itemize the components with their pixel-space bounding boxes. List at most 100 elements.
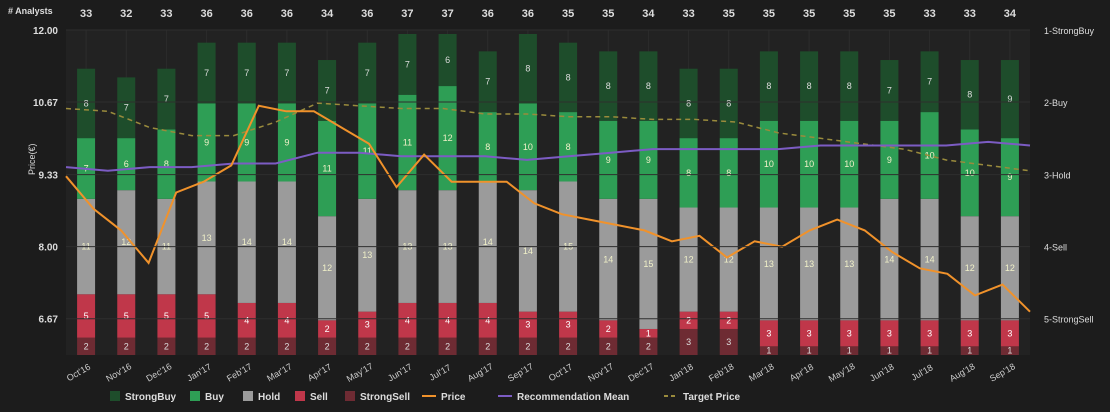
bar-segment-sell (77, 294, 96, 338)
recommendation-mean-line (65, 140, 1031, 172)
bar-segment-buy (880, 120, 899, 199)
legend-label: Hold (258, 392, 280, 403)
bar-value-label: 9 (887, 155, 892, 165)
bar-segment-strongbuy (759, 51, 778, 121)
bar-value-label: 2 (325, 341, 330, 351)
analyst-count-label: 36 (241, 8, 253, 20)
bar-value-label: 9 (646, 155, 651, 165)
analyst-count-label: 37 (401, 8, 413, 20)
bar-value-label: 8 (525, 64, 530, 74)
bar-value-label: 3 (365, 320, 370, 330)
bar-segment-strongbuy (880, 60, 899, 121)
bar-value-label: 8 (606, 81, 611, 91)
bar-value-label: 9 (284, 137, 289, 147)
analyst-count-label: 36 (361, 8, 373, 20)
bar-value-label: 4 (485, 315, 490, 325)
legend-swatch (345, 391, 355, 401)
bar-segment-strongbuy (237, 42, 256, 104)
bar-segment-hold (478, 181, 497, 303)
bar-segment-hold (599, 198, 618, 321)
bar-value-label: 2 (204, 341, 209, 351)
bar-value-label: 9 (1007, 94, 1012, 104)
bar-value-label: 12 (684, 255, 694, 265)
bar-value-label: 14 (483, 237, 493, 247)
bar-value-label: 8 (566, 72, 571, 82)
bar-value-label: 8 (84, 98, 89, 108)
bar-value-label: 6 (124, 159, 129, 169)
bar-segment-strongsell (318, 337, 337, 355)
bar-value-label: 12 (121, 237, 131, 247)
legend-label: Sell (310, 392, 328, 403)
bar-value-label: 2 (244, 341, 249, 351)
bar-value-label: 1 (1007, 346, 1012, 356)
bar-segment-buy (840, 120, 859, 208)
bar-segment-hold (639, 198, 658, 329)
bar-value-label: 7 (284, 68, 289, 78)
recommendation-tick-label: 1-StrongBuy (1044, 26, 1095, 36)
bar-value-label: 1 (766, 346, 771, 356)
bar-segment-strongsell (960, 346, 979, 355)
analyst-count-label: 36 (482, 8, 494, 20)
bar-segment-strongsell (559, 337, 578, 355)
bar-value-label: 10 (804, 159, 814, 169)
analyst-count-label: 36 (200, 8, 212, 20)
bar-value-label: 4 (405, 315, 410, 325)
bar-segment-strongsell (840, 346, 859, 355)
bar-segment-strongsell (880, 346, 899, 355)
bar-value-label: 5 (164, 311, 169, 321)
bar-value-label: 2 (164, 341, 169, 351)
bar-segment-strongsell (599, 337, 618, 355)
bar-segment-hold (759, 207, 778, 321)
bar-segment-strongsell (800, 346, 819, 355)
analyst-count-label: 35 (803, 8, 815, 20)
bar-segment-strongbuy (599, 51, 618, 121)
bar-value-label: 1 (927, 346, 932, 356)
bar-value-label: 10 (764, 159, 774, 169)
bar-segment-strongsell (157, 337, 176, 355)
bar-value-label: 12 (443, 133, 453, 143)
bar-segment-hold (800, 207, 819, 321)
bar-segment-buy (157, 129, 176, 199)
bar-segment-strongsell (639, 337, 658, 355)
bar-value-label: 4 (284, 315, 289, 325)
bar-segment-sell (197, 294, 216, 338)
bar-segment-strongbuy (559, 42, 578, 113)
bar-segment-hold (920, 198, 939, 321)
bar-value-label: 4 (445, 315, 450, 325)
bar-segment-strongsell (398, 337, 417, 355)
legend-label: StrongSell (360, 392, 410, 403)
bar-value-label: 2 (485, 341, 490, 351)
bar-value-label: 5 (204, 311, 209, 321)
bar-value-label: 2 (606, 324, 611, 334)
bar-segment-hold (1000, 216, 1019, 321)
bar-value-label: 9 (1007, 172, 1012, 182)
bar-value-label: 8 (646, 81, 651, 91)
bar-value-label: 13 (764, 259, 774, 269)
price-line (65, 104, 1031, 313)
bar-value-label: 3 (807, 328, 812, 338)
bar-value-label: 12 (1005, 263, 1015, 273)
bar-value-label: 2 (525, 341, 530, 351)
bar-value-label: 1 (807, 346, 812, 356)
analyst-count-label: 34 (642, 8, 655, 20)
legend: StrongBuy Buy Hold Sell StrongSell Price Recom… (110, 391, 740, 403)
bar-value-label: 9 (204, 137, 209, 147)
bar-value-label: 8 (766, 81, 771, 91)
bar-value-label: 8 (807, 81, 812, 91)
bar-value-label: 14 (242, 237, 252, 247)
bar-value-label: 7 (124, 103, 129, 113)
analyst-count-label: 33 (80, 8, 92, 20)
analyst-count-label: 32 (120, 8, 132, 20)
bar-segment-buy (518, 103, 537, 191)
y-tick-label: 6.67 (39, 315, 59, 326)
bar-segment-strongsell (518, 337, 537, 355)
bar-value-label: 7 (927, 77, 932, 87)
analysts-axis-label: # Analysts (8, 6, 53, 16)
bar-segment-strongbuy (920, 51, 939, 113)
bar-segment-strongsell (1000, 346, 1019, 355)
bar-value-label: 7 (485, 77, 490, 87)
bar-segment-hold (237, 181, 256, 303)
bar-value-label: 12 (322, 263, 332, 273)
bar-segment-strongbuy (478, 51, 497, 113)
bar-value-label: 13 (362, 250, 372, 260)
